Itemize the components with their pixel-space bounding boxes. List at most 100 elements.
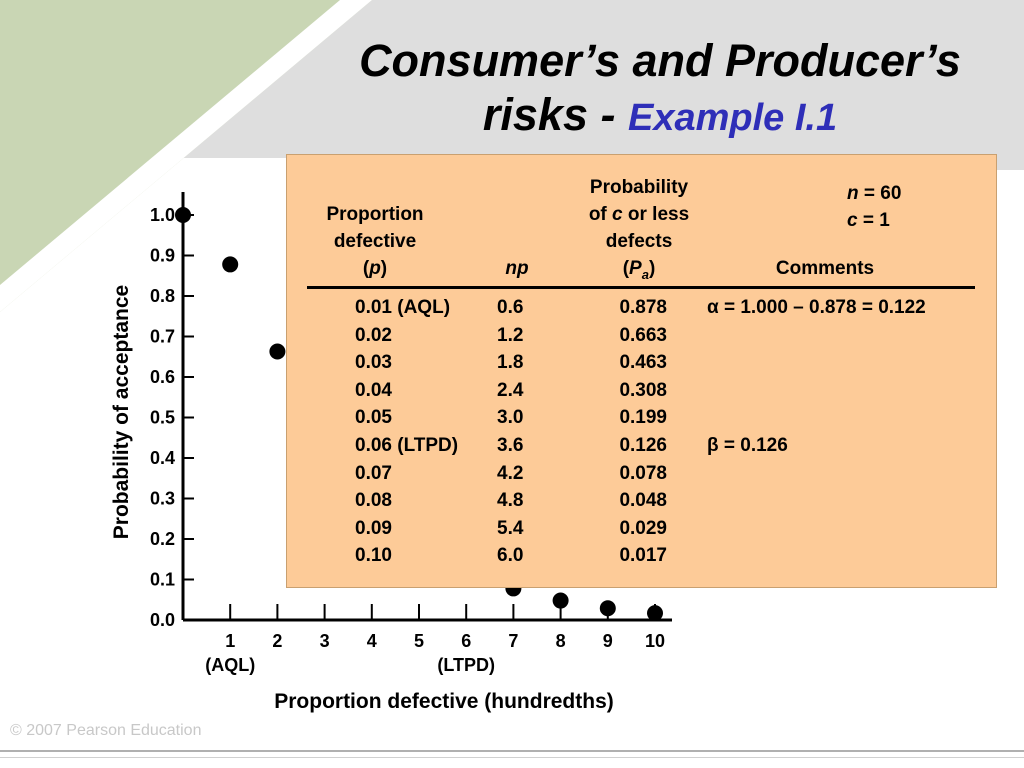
cell-pa-1: 0.878	[619, 297, 667, 318]
y-tick-label: 0.4	[150, 448, 175, 468]
data-point	[269, 343, 286, 360]
cell-np-8: 4.8	[497, 490, 524, 512]
bottom-rule-thin	[0, 757, 1024, 758]
cell-pa-4: 0.308	[619, 379, 667, 401]
param-c-label: c	[847, 210, 858, 231]
data-point	[222, 256, 239, 273]
cell-np-6: 3.6	[497, 435, 524, 456]
cell-np-2: 1.2	[497, 324, 524, 346]
cell-np-4: 2.4	[497, 379, 524, 401]
header-pa-sub: a	[641, 266, 649, 282]
x-tick-label: 7	[508, 631, 518, 651]
y-tick-label: 0.1	[150, 570, 175, 590]
cell-np-7: 4.2	[497, 462, 524, 484]
header-pa-line1: Probability	[589, 177, 689, 198]
data-point	[647, 605, 663, 622]
header-pa-c: c	[612, 204, 623, 225]
cell-np-9: 5.4	[497, 517, 524, 539]
y-tick-label: 1.0	[150, 205, 175, 225]
cell-pa-5: 0.199	[619, 407, 667, 429]
x-sublabel: (LTPD)	[437, 655, 495, 675]
x-tick-label: 2	[272, 631, 282, 651]
param-c-value: = 1	[862, 210, 890, 231]
header-pa-symbol: (Pa)	[622, 258, 656, 282]
cell-pa-2: 0.663	[619, 324, 667, 346]
copyright-footer: © 2007 Pearson Education	[10, 722, 202, 739]
title-line-1: Consumer’s and Producer’s	[359, 35, 961, 86]
table-header-rule	[307, 286, 975, 289]
header-pa-of: of	[588, 204, 613, 225]
y-tick-label: 0.2	[150, 529, 175, 549]
header-pa-p: P	[629, 258, 642, 279]
header-pa-orless: or less	[622, 204, 690, 225]
data-point	[552, 592, 569, 609]
title-risks: risks -	[482, 89, 616, 140]
x-axis-label: Proportion defective (hundredths)	[274, 690, 614, 713]
slide-title: Consumer’s and Producer’s risks - Exampl…	[300, 34, 1020, 145]
cell-np-1: 0.6	[497, 297, 524, 318]
x-tick-label: 3	[320, 631, 330, 651]
param-n-value: = 60	[863, 183, 902, 204]
y-tick-label: 0.5	[150, 408, 175, 428]
cell-pa-8: 0.048	[619, 490, 667, 512]
x-tick-label: 1	[225, 631, 235, 651]
param-n: n = 60	[847, 180, 967, 207]
title-example: Example I.1	[627, 97, 838, 139]
x-tick-label: 6	[461, 631, 471, 651]
cell-pa-10: 0.017	[619, 545, 667, 567]
x-tick-label: 5	[414, 631, 424, 651]
cell-p-3: 0.03	[355, 352, 392, 374]
x-sublabel: (AQL)	[205, 655, 255, 675]
bottom-rule	[0, 750, 1024, 752]
header-pa-line3: defects	[605, 231, 673, 252]
header-p-line1: Proportion	[326, 204, 424, 225]
header-p-italic: p	[369, 258, 381, 279]
header-np-italic: np	[505, 258, 529, 279]
cell-np-10: 6.0	[497, 545, 524, 567]
y-tick-label: 0.0	[150, 610, 175, 630]
y-axis-label: Probability of acceptance	[110, 285, 133, 539]
param-c: c = 1	[847, 207, 967, 234]
cell-p-1: 0.01 (AQL)	[355, 297, 451, 318]
header-p-symbol: (p)	[362, 258, 388, 279]
cell-p-8: 0.08	[355, 490, 392, 512]
cell-p-9: 0.09	[355, 517, 392, 539]
header-comments: Comments	[775, 258, 875, 279]
y-tick-label: 0.8	[150, 286, 175, 306]
y-tick-label: 0.3	[150, 489, 175, 509]
cell-comment-1: α = 1.000 – 0.878 = 0.122	[707, 297, 926, 318]
white-accent-stripe	[0, 0, 372, 312]
x-tick-label: 8	[556, 631, 566, 651]
cell-comment-6: β = 0.126	[707, 435, 788, 456]
cell-p-4: 0.04	[355, 379, 392, 401]
y-axis-ticks: 0.0 0.1 0.2 0.3 0.4 0.5 0.6 0.7 0.8 0.9 1.0	[150, 205, 194, 630]
cell-pa-9: 0.029	[619, 517, 667, 539]
cell-np-5: 3.0	[497, 407, 524, 429]
param-n-label: n	[847, 183, 859, 204]
cell-p-10: 0.10	[355, 545, 392, 567]
x-tick-label: 4	[367, 631, 377, 651]
header-pa-line2: of c or less	[567, 201, 711, 228]
cell-pa-3: 0.463	[619, 352, 667, 374]
x-axis-ticks: 1 2 3 4 5 6 7 8 9 10 (AQL) (LTPD)	[205, 604, 665, 675]
data-point	[175, 207, 191, 223]
x-tick-label: 10	[645, 631, 665, 651]
cell-p-6: 0.06 (LTPD)	[355, 435, 459, 456]
header-p-line2: defective	[333, 231, 417, 252]
data-point	[599, 600, 616, 617]
cell-pa-7: 0.078	[619, 462, 667, 484]
chart-axes	[181, 192, 672, 622]
title-line-2: risks - Example I.1	[300, 88, 1020, 145]
oc-table: Proportion defective (p) np Probability …	[286, 154, 997, 588]
cell-np-3: 1.8	[497, 352, 524, 374]
header-np: np	[487, 255, 547, 282]
cell-p-5: 0.05	[355, 407, 392, 429]
y-tick-label: 0.9	[150, 246, 175, 266]
cell-p-2: 0.02	[355, 324, 392, 346]
cell-pa-6: 0.126	[619, 435, 667, 456]
cell-p-7: 0.07	[355, 462, 392, 484]
y-tick-label: 0.7	[150, 327, 175, 347]
x-tick-label: 9	[603, 631, 613, 651]
y-tick-label: 0.6	[150, 367, 175, 387]
